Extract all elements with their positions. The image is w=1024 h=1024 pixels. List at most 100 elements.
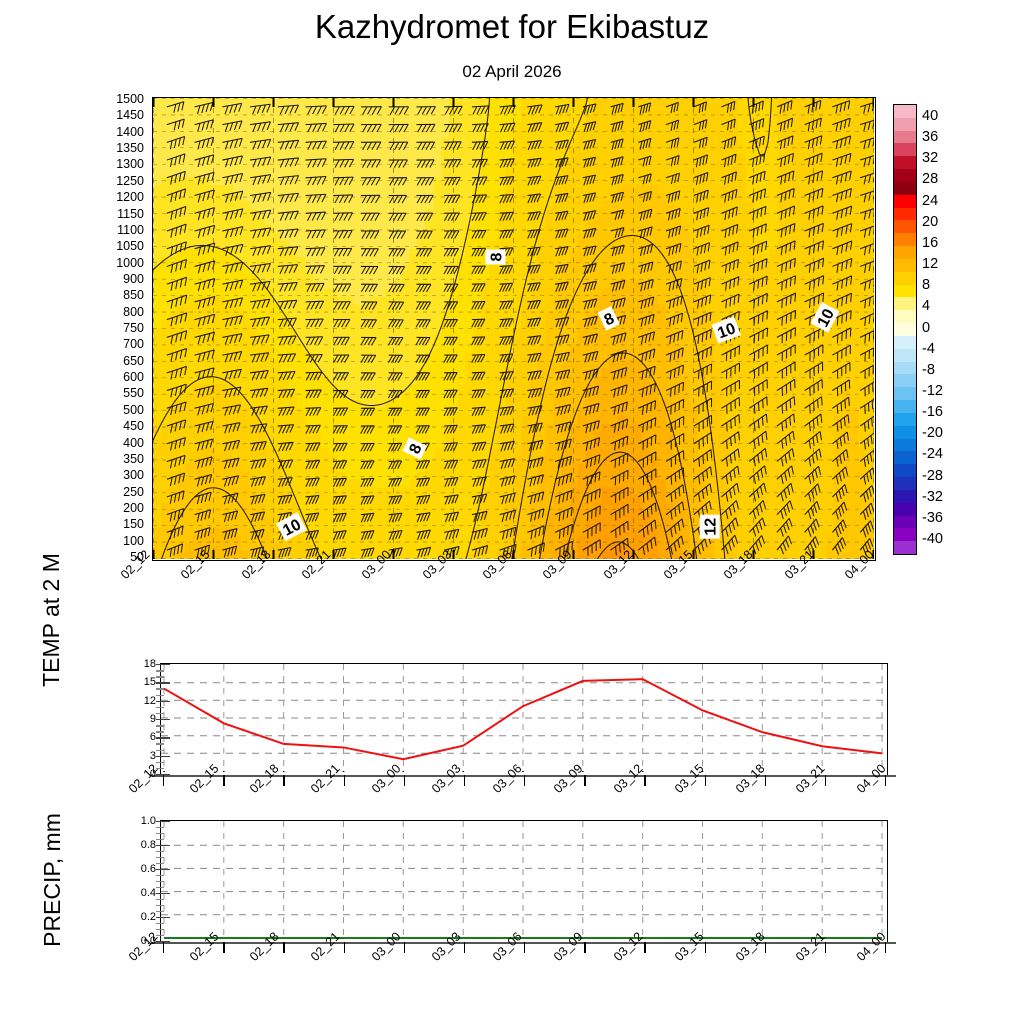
wind-barb: [527, 157, 542, 168]
wind-barb: [471, 105, 490, 115]
wind-barb: [610, 332, 627, 345]
wind-barb: [194, 456, 213, 469]
colorbar-segment: [894, 220, 916, 234]
wind-barb: [277, 139, 300, 150]
wind-barb: [415, 265, 432, 275]
wind-barb: [443, 407, 458, 417]
wind-barb: [555, 157, 569, 168]
wind-barb: [776, 500, 794, 520]
wind-barb: [360, 159, 382, 168]
wind-barb: [388, 106, 409, 115]
wind-barb: [665, 535, 684, 555]
wind-barb: [194, 331, 216, 345]
colorbar-tick-label: 28: [922, 171, 939, 188]
wind-barb: [638, 208, 653, 221]
wind-barb: [415, 319, 431, 328]
wind-barb: [444, 528, 460, 541]
wind-barb: [499, 229, 514, 239]
wind-barb: [166, 401, 187, 416]
cross-section-plot: 8 8 8 10 10 10 12: [152, 97, 876, 561]
wind-barb: [721, 206, 738, 221]
wind-barb: [693, 259, 711, 274]
wind-barb: [610, 191, 624, 204]
wind-barb: [721, 396, 740, 414]
wind-barb: [305, 105, 327, 115]
wind-barb: [859, 364, 874, 379]
wind-barb: [222, 208, 244, 221]
wind-barb: [693, 101, 708, 113]
temp-y-tick: [156, 774, 170, 776]
wind-barb: [333, 512, 347, 523]
wind-barb: [499, 140, 516, 151]
wind-barb: [360, 177, 381, 186]
wind-barb: [527, 211, 541, 222]
wind-barb: [249, 138, 272, 150]
precip-y-minor-tick: [156, 911, 164, 913]
colorbar-segment: [894, 477, 916, 490]
wind-barb: [832, 188, 852, 203]
wind-barb: [804, 431, 822, 449]
wind-barb: [249, 440, 267, 452]
wind-barb: [194, 189, 215, 203]
wind-barb: [194, 509, 212, 522]
wind-barb: [194, 101, 214, 115]
temp-axis-title: TEMP at 2 M: [38, 553, 64, 687]
wind-barb: [804, 379, 823, 397]
wind-barb: [249, 423, 268, 434]
temp-y-minor-tick: [156, 731, 164, 733]
colorbar-segment: [894, 412, 916, 426]
wind-barb: [333, 265, 352, 275]
wind-barb: [194, 491, 212, 505]
wind-barb: [749, 170, 766, 185]
wind-barb: [721, 100, 736, 113]
wind-barb: [222, 279, 244, 292]
wind-barb: [360, 123, 382, 133]
wind-barb: [444, 123, 463, 133]
wind-barb: [471, 300, 486, 310]
temp-y-tick-label: 0: [149, 768, 156, 780]
wind-barb: [416, 494, 431, 505]
wind-barb: [610, 520, 629, 538]
wind-barb: [249, 227, 272, 239]
wind-barb: [721, 241, 739, 256]
wind-barb: [804, 465, 822, 485]
wind-barb: [776, 413, 796, 432]
wind-barb: [360, 230, 380, 239]
wind-barb: [527, 387, 543, 399]
wind-barb: [804, 292, 825, 309]
wind-barb: [582, 539, 601, 556]
wind-barb: [194, 313, 216, 327]
wind-barb: [610, 120, 624, 133]
wind-barb: [693, 294, 712, 309]
wind-barb: [665, 190, 681, 203]
wind-barb: [748, 482, 767, 502]
wind-barb: [416, 106, 436, 115]
wind-barb: [554, 506, 573, 522]
wind-barb: [804, 205, 824, 220]
temp-grid: [161, 664, 885, 772]
wind-barb: [638, 120, 652, 133]
wind-barb: [749, 118, 765, 132]
wind-barb: [610, 279, 626, 292]
wind-barb: [610, 469, 629, 486]
wind-barb: [333, 301, 351, 310]
wind-barb: [665, 518, 685, 538]
wind-barb: [582, 350, 599, 363]
wind-barb: [638, 137, 652, 150]
wind-barb: [527, 474, 544, 487]
wind-barb: [471, 493, 488, 505]
wind-barb: [499, 122, 516, 133]
wind-barb: [332, 442, 348, 452]
wind-barb: [638, 261, 654, 274]
wind-barb: [555, 210, 569, 222]
wind-barb: [749, 205, 767, 220]
wind-barb: [859, 432, 874, 450]
wind-barb: [277, 370, 296, 381]
wind-barb: [638, 365, 656, 380]
colorbar-segment: [894, 361, 916, 375]
wind-barb: [166, 490, 185, 504]
wind-barb: [194, 438, 214, 451]
wind-barb: [776, 135, 794, 150]
wind-barb: [749, 135, 765, 150]
wind-barb: [471, 123, 489, 133]
